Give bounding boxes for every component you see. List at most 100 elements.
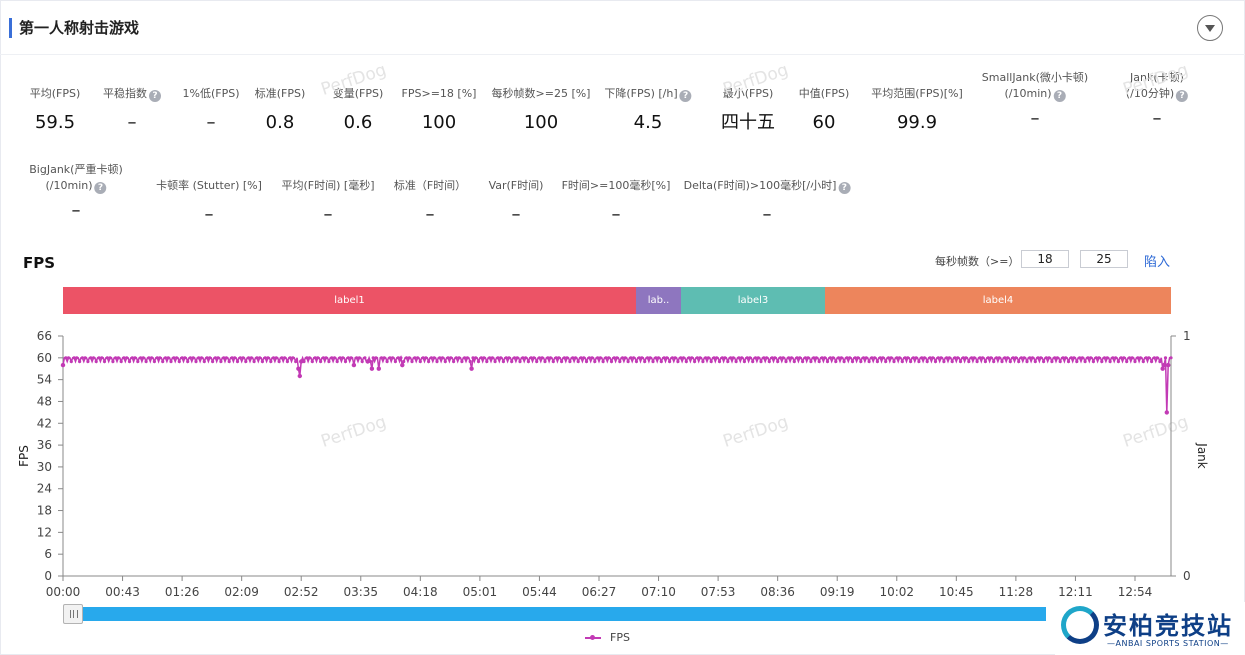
metric-row2-4: Var(F时间) – xyxy=(489,178,544,226)
fps-point xyxy=(399,356,403,360)
metric-label: 最小(FPS) xyxy=(721,86,775,102)
metric-value: – xyxy=(425,204,435,225)
y-tick-label: 30 xyxy=(37,460,52,474)
fps-dip-point xyxy=(60,362,66,368)
metric-value: – xyxy=(71,200,81,221)
fps-point xyxy=(554,356,558,360)
fps-point xyxy=(917,359,921,364)
fps-point xyxy=(972,356,976,360)
fps-point xyxy=(163,356,168,360)
fps-point xyxy=(947,356,952,360)
metric-label-text: 平均(F时间) [毫秒] xyxy=(281,179,375,192)
fps-point xyxy=(266,356,270,360)
fps-point xyxy=(745,356,749,360)
metric-label-text: 平均(FPS) xyxy=(29,87,81,100)
scrollbar-handle[interactable] xyxy=(63,604,83,624)
fps-point xyxy=(1147,356,1151,360)
fps-point xyxy=(612,356,616,360)
fps-point xyxy=(66,356,71,360)
fps-point xyxy=(845,356,849,360)
x-tick-label: 01:26 xyxy=(165,585,200,599)
fps-point xyxy=(601,359,605,364)
label-segment-3[interactable]: label3 xyxy=(681,287,825,314)
y-tick-label: 18 xyxy=(37,504,52,518)
fps-point xyxy=(407,356,411,360)
fps-point xyxy=(981,356,985,360)
x-tick-label: 10:02 xyxy=(879,585,914,599)
fps-point xyxy=(687,356,691,360)
fps-point xyxy=(360,359,364,364)
fps-series-line xyxy=(62,354,1171,413)
fps-point xyxy=(881,356,885,360)
fps-point xyxy=(740,356,744,360)
help-icon[interactable]: ? xyxy=(838,182,851,194)
fps-point xyxy=(709,359,713,364)
chart-legend[interactable]: FPS xyxy=(585,631,630,644)
fps-point xyxy=(1039,356,1043,360)
help-icon[interactable]: ? xyxy=(1176,90,1189,102)
help-icon[interactable]: ? xyxy=(149,90,161,102)
metric-label: 标准（F时间） xyxy=(394,178,466,194)
fps-point xyxy=(247,356,251,360)
threshold-input-1[interactable]: 18 xyxy=(1021,250,1069,268)
fps-point xyxy=(623,356,627,360)
label-segment-2[interactable]: lab.. xyxy=(636,287,681,314)
label-segment-4[interactable]: label4 xyxy=(825,287,1171,314)
threshold-input-2[interactable]: 25 xyxy=(1080,250,1128,268)
fps-point xyxy=(147,356,151,360)
fps-point xyxy=(150,356,154,360)
fps-point xyxy=(870,356,874,360)
fps-point xyxy=(1158,359,1162,364)
x-tick-label: 07:10 xyxy=(641,585,676,599)
fps-point xyxy=(582,356,586,360)
fps-point xyxy=(310,359,314,364)
chevron-down-icon xyxy=(1205,25,1215,32)
metric-label-text: 每秒帧数>=25 [%] xyxy=(491,87,591,100)
fps-point xyxy=(526,359,531,364)
metric-row2-5: F时间>=100毫秒[%] – xyxy=(562,178,671,226)
fps-point xyxy=(820,356,824,360)
help-icon[interactable]: ? xyxy=(679,90,692,102)
x-tick-label: 03:35 xyxy=(343,585,378,599)
fps-point xyxy=(1155,356,1159,360)
metric-value: 100 xyxy=(523,112,559,133)
y-tick-label: 54 xyxy=(37,373,52,387)
x-tick-label: 06:27 xyxy=(582,585,617,599)
fps-point xyxy=(169,359,173,364)
fps-point xyxy=(557,356,561,360)
fps-point xyxy=(759,359,763,364)
fps-point xyxy=(271,356,276,360)
help-icon[interactable]: ? xyxy=(1053,90,1066,102)
fps-dip-point xyxy=(351,362,357,368)
collapse-button[interactable] xyxy=(1197,15,1223,41)
fps-point xyxy=(141,356,145,360)
fps-point xyxy=(767,359,771,364)
fps-point xyxy=(490,356,494,360)
label-segment-1[interactable]: label1 xyxy=(63,287,636,314)
fps-point xyxy=(695,356,699,360)
fps-point xyxy=(681,356,686,360)
fps-point xyxy=(75,356,79,360)
fps-point xyxy=(1047,356,1051,360)
metric-row1-3: 标准(FPS) 0.8 xyxy=(255,86,306,134)
x-tick-label: 12:54 xyxy=(1118,585,1153,599)
metric-unit-text: (/10分钟) xyxy=(1125,87,1175,100)
fps-point xyxy=(609,359,614,364)
fps-point xyxy=(909,359,913,364)
fps-point xyxy=(812,356,816,360)
import-link[interactable]: 陷入 xyxy=(1144,255,1171,270)
fps-point xyxy=(643,359,647,364)
brand-logo: 安柏竞技站 —ANBAI SPORTS STATION— xyxy=(1055,602,1245,655)
metric-row1-8: 最小(FPS) 四十五 xyxy=(721,86,775,134)
x-tick-label: 11:28 xyxy=(999,585,1034,599)
fps-point xyxy=(817,359,821,364)
fps-point xyxy=(1066,359,1071,364)
metric-value: – xyxy=(511,204,521,225)
y-tick-label: 12 xyxy=(37,525,52,539)
metric-value: – xyxy=(206,112,216,133)
fps-point xyxy=(155,356,159,360)
timeline-scrollbar[interactable] xyxy=(63,607,1046,621)
help-icon[interactable]: ? xyxy=(94,182,107,194)
fps-point xyxy=(404,356,409,360)
fps-point xyxy=(900,359,904,364)
